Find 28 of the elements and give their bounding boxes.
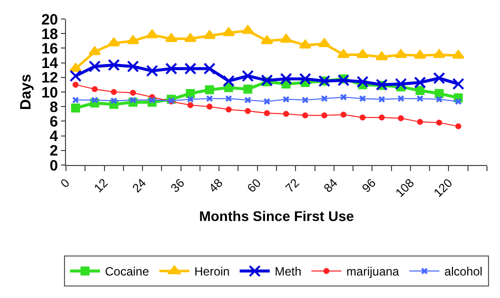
y-tick-label: 14 xyxy=(41,55,59,72)
x-tick-label: 12 xyxy=(91,176,111,196)
x-tick-label: 120 xyxy=(431,176,456,200)
legend-label: Cocaine xyxy=(105,264,150,279)
legend-label: marijuana xyxy=(346,264,400,279)
x-tick-label: 84 xyxy=(320,176,340,196)
x-tick-label: 48 xyxy=(206,176,226,196)
y-tick-label: 2 xyxy=(50,142,58,160)
y-tick-label: 12 xyxy=(41,70,58,87)
y-tick-label: 10 xyxy=(41,84,58,102)
y-tick-label: 18 xyxy=(41,26,58,43)
x-axis-title: Months Since First Use xyxy=(199,208,354,224)
y-tick-label: 6 xyxy=(50,113,58,130)
y-tick-label: 20 xyxy=(41,11,58,28)
y-tick-label: 4 xyxy=(50,128,59,146)
y-tick-label: 16 xyxy=(41,40,58,58)
y-tick-label: 8 xyxy=(50,98,58,116)
legend-label: Heroin xyxy=(194,264,230,279)
y-axis-title: Days xyxy=(18,74,35,110)
legend-label: Meth xyxy=(274,264,302,279)
legend-label: alcohol xyxy=(444,264,482,279)
x-tick-label: 96 xyxy=(359,176,379,196)
x-tick-label: 72 xyxy=(282,176,302,196)
x-tick-label: 108 xyxy=(392,176,418,200)
y-tick-label: 0 xyxy=(50,157,58,174)
x-tick-label: 24 xyxy=(130,176,150,196)
x-tick-label: 36 xyxy=(168,176,188,196)
x-tick-label: 60 xyxy=(244,176,264,196)
